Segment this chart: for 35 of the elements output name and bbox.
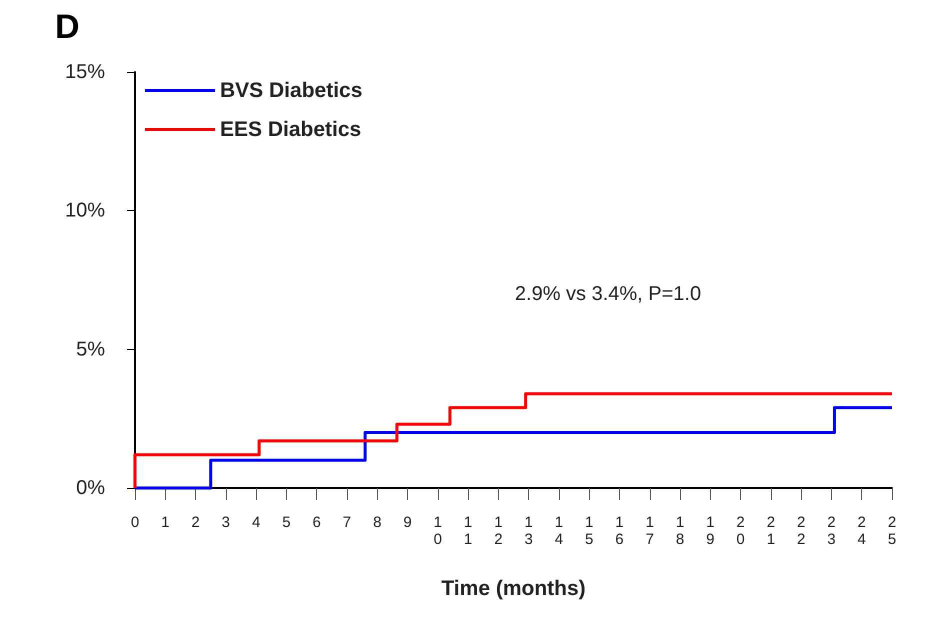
x-tick-label: 1 4 <box>554 514 564 548</box>
x-tick-label: 1 5 <box>585 514 594 548</box>
x-tick-label: 2 4 <box>858 514 866 548</box>
x-tick-label: 6 <box>312 514 321 531</box>
annotation: 2.9% vs 3.4%, P=1.0 <box>514 283 702 305</box>
chart-title: D <box>55 8 80 46</box>
x-tick-label: 5 <box>282 514 291 531</box>
x-tick-label: 2 1 <box>766 514 776 548</box>
x-tick-label: 2 5 <box>888 514 896 548</box>
y-tick-label: 15% <box>64 61 106 83</box>
x-tick-label: 1 <box>161 514 170 531</box>
x-tick-label: 1 1 <box>464 514 472 548</box>
x-tick-label: 2 0 <box>736 514 745 548</box>
x-tick-label: 1 9 <box>706 514 714 548</box>
x-tick-label: 1 6 <box>615 514 624 548</box>
x-tick-label: 7 <box>342 514 352 531</box>
y-tick-label: 10% <box>64 200 106 222</box>
y-tick-label: 0% <box>76 477 106 499</box>
y-tick-label: 5% <box>76 338 106 360</box>
x-tick-label: 3 <box>222 514 230 531</box>
x-tick-label: 4 <box>252 514 260 531</box>
x-tick-label: 2 <box>191 514 200 531</box>
x-tick-label: 1 0 <box>434 514 442 548</box>
x-tick-label: 1 2 <box>494 514 503 548</box>
x-tick-label: 9 <box>403 514 412 531</box>
x-tick-label: 0 <box>130 514 140 531</box>
x-tick-label: 8 <box>373 514 382 531</box>
x-tick-label: 1 3 <box>524 514 533 548</box>
x-tick-label: 1 7 <box>646 514 654 548</box>
x-tick-label: 2 3 <box>827 514 836 548</box>
legend-label: BVS Diabetics <box>220 79 362 102</box>
legend-label: EES Diabetics <box>220 118 362 141</box>
x-tick-label: 2 2 <box>796 514 806 548</box>
x-axis-title: Time (months) <box>441 577 586 600</box>
x-tick-label: 1 8 <box>676 514 684 548</box>
